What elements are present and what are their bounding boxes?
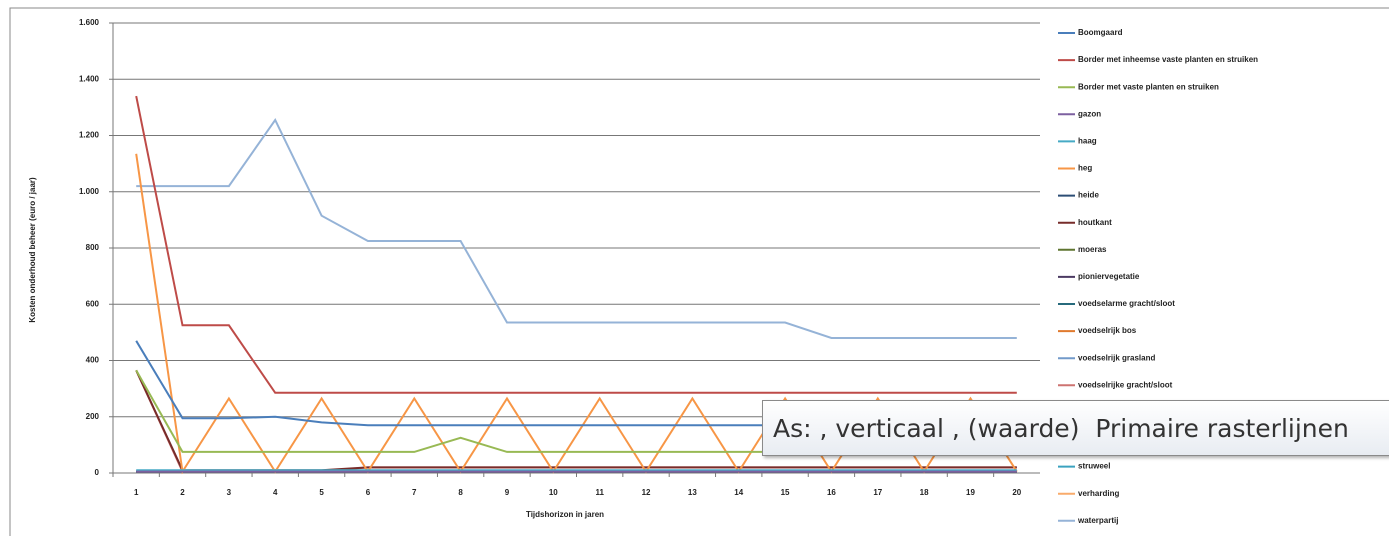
x-axis-title: Tijdshorizon in jaren [526, 510, 604, 519]
x-tick-label: 2 [180, 488, 185, 497]
legend-label: struweel [1078, 462, 1110, 471]
x-tick-label: 20 [1012, 488, 1021, 497]
x-tick-label: 10 [549, 488, 558, 497]
y-tick-label: 800 [86, 243, 100, 252]
x-tick-label: 9 [505, 488, 510, 497]
legend-label: voedselrijk bos [1078, 326, 1137, 335]
x-tick-label: 14 [734, 488, 743, 497]
x-tick-label: 4 [273, 488, 278, 497]
y-tick-label: 0 [95, 468, 100, 477]
x-tick-label: 6 [366, 488, 371, 497]
y-tick-label: 600 [86, 299, 100, 308]
series-line [136, 118, 1017, 339]
x-tick-label: 18 [920, 488, 929, 497]
legend-label: verharding [1078, 489, 1119, 498]
legend-label: heide [1078, 191, 1099, 200]
x-tick-label: 19 [966, 488, 975, 497]
legend-label: voedselarme gracht/sloot [1078, 299, 1175, 308]
tooltip: As: , verticaal , (waarde) Primaire rast… [762, 400, 1389, 456]
legend-label: waterpartij [1077, 516, 1118, 525]
legend-label: Border met vaste planten en struiken [1078, 82, 1219, 91]
x-tick-label: 8 [458, 488, 463, 497]
y-tick-label: 200 [86, 412, 100, 421]
x-tick-label: 13 [688, 488, 697, 497]
legend-label: heg [1078, 164, 1092, 173]
legend-label: houtkant [1078, 218, 1112, 227]
x-tick-label: 11 [595, 488, 604, 497]
legend-label: gazon [1078, 109, 1101, 118]
legend-label: Boomgaard [1078, 28, 1123, 37]
y-tick-label: 1.400 [79, 74, 100, 83]
legend-label: voedselrijke gracht/sloot [1078, 380, 1173, 389]
y-tick-label: 1.000 [79, 187, 100, 196]
x-tick-label: 3 [227, 488, 232, 497]
y-tick-label: 1.600 [79, 18, 100, 27]
y-tick-label: 400 [86, 356, 100, 365]
legend-label: Border met inheemse vaste planten en str… [1078, 55, 1258, 64]
legend-label: pioniervegetatie [1078, 272, 1140, 281]
x-tick-label: 1 [134, 488, 139, 497]
x-tick-label: 7 [412, 488, 417, 497]
legend-label: haag [1078, 137, 1097, 146]
x-tick-label: 12 [642, 488, 651, 497]
x-tick-label: 5 [319, 488, 324, 497]
legend-label: voedselrijk grasland [1078, 353, 1155, 362]
legend-label: moeras [1078, 245, 1107, 254]
x-tick-label: 15 [781, 488, 790, 497]
x-tick-label: 17 [873, 488, 882, 497]
y-axis-title: Kosten onderhoud beheer (euro / jaar) [28, 177, 37, 323]
x-tick-label: 16 [827, 488, 836, 497]
series-line [135, 95, 1017, 394]
y-tick-label: 1.200 [79, 131, 100, 140]
